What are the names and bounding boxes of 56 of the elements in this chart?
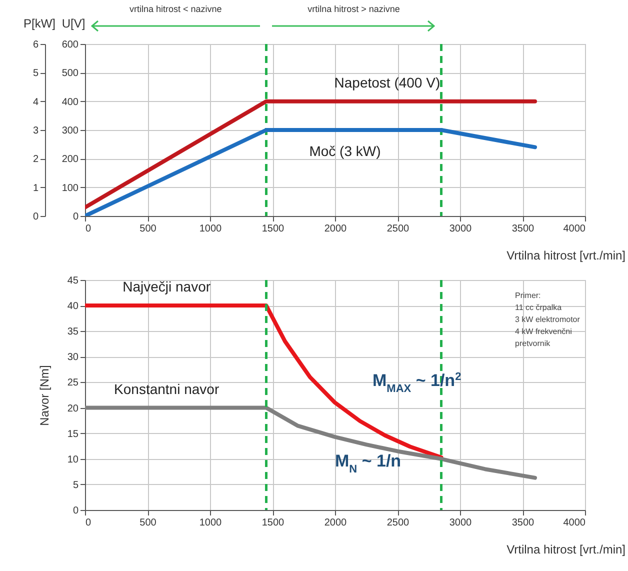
- x-tick-label: 1000: [199, 518, 222, 528]
- series-label: Največji navor: [122, 278, 211, 295]
- y-axis-title: Navor [Nm]: [38, 365, 52, 426]
- line-series: [85, 406, 537, 480]
- x-axis-title: Vrtilna hitrost [vrt./min]: [506, 542, 626, 556]
- x-tick-label: 2500: [386, 518, 410, 528]
- y-tick-label: 6: [32, 40, 39, 50]
- x-tick-label: 500: [140, 224, 157, 234]
- x-tick-label: 2000: [324, 224, 348, 234]
- y2-tick-label: 500: [62, 68, 79, 80]
- y2-tick-label: 100: [62, 182, 79, 194]
- x-tick-label: 4000: [563, 518, 586, 528]
- y2-tick-label: 400: [62, 96, 79, 108]
- y-tick-label: 40: [67, 301, 79, 312]
- y2-tick-label: 600: [62, 40, 79, 50]
- x-tick-label: 0: [86, 224, 92, 234]
- y-tick-label: 5: [72, 480, 79, 491]
- x-tick-label: 3000: [449, 224, 472, 234]
- x-tick-label: 3000: [449, 518, 472, 528]
- annotation: M$_{N}$ ~ 1/n: [335, 452, 402, 476]
- y-tick-label: 45: [67, 276, 79, 286]
- x-tick-label: 2000: [324, 518, 348, 528]
- y-tick-label: 10: [67, 454, 79, 466]
- text: vrtilna hitrost < nazivne: [128, 4, 223, 14]
- y-tick-label: 5: [32, 68, 39, 80]
- x-tick-label: 3500: [512, 518, 535, 528]
- y-tick-label: 1: [32, 182, 39, 194]
- y2-tick-label: 300: [62, 126, 79, 136]
- y-tick-label: 30: [67, 352, 79, 364]
- y-tick-label: 0: [72, 506, 79, 516]
- x-tick-label: 1500: [262, 224, 285, 234]
- y-tick-label: 20: [67, 403, 79, 414]
- x-tick-label: 500: [140, 518, 157, 528]
- x-axis-title: Vrtilna hitrost [vrt./min]: [506, 248, 626, 262]
- x-tick-label: 2500: [386, 224, 410, 234]
- x-tick-label: 1500: [262, 518, 285, 528]
- y2-tick-label: 200: [62, 154, 79, 166]
- x-tick-label: 3500: [512, 224, 535, 234]
- y-axis-title: P[kW]: [24, 16, 56, 30]
- x-tick-label: 0: [86, 518, 92, 528]
- x-tick-label: 4000: [563, 224, 586, 234]
- y-tick-label: 35: [67, 326, 79, 338]
- series-label: Napetost (400 V): [334, 74, 440, 90]
- x-tick-label: 1000: [199, 224, 222, 234]
- annotation: Primer: 11 cc črpalka 3 kW elektromotor 4 kW frekvenčni pretvornik: [515, 291, 580, 348]
- y-tick-label: 4: [32, 96, 39, 108]
- y2-axis-title: U[V]: [62, 16, 86, 30]
- y-tick-label: 3: [32, 126, 39, 136]
- text: vrtilna hitrost > nazivne: [306, 4, 401, 14]
- y-tick-label: 0: [32, 212, 39, 222]
- series-label: Moč (3 kW): [309, 143, 381, 159]
- y-tick-label: 2: [32, 154, 39, 166]
- y-tick-label: 25: [67, 378, 79, 389]
- y-tick-label: 15: [67, 428, 79, 440]
- annotation: M$_{MAX}$ ~ 1/n$^{2}$: [372, 371, 462, 396]
- series-label: Konstantni navor: [114, 380, 220, 397]
